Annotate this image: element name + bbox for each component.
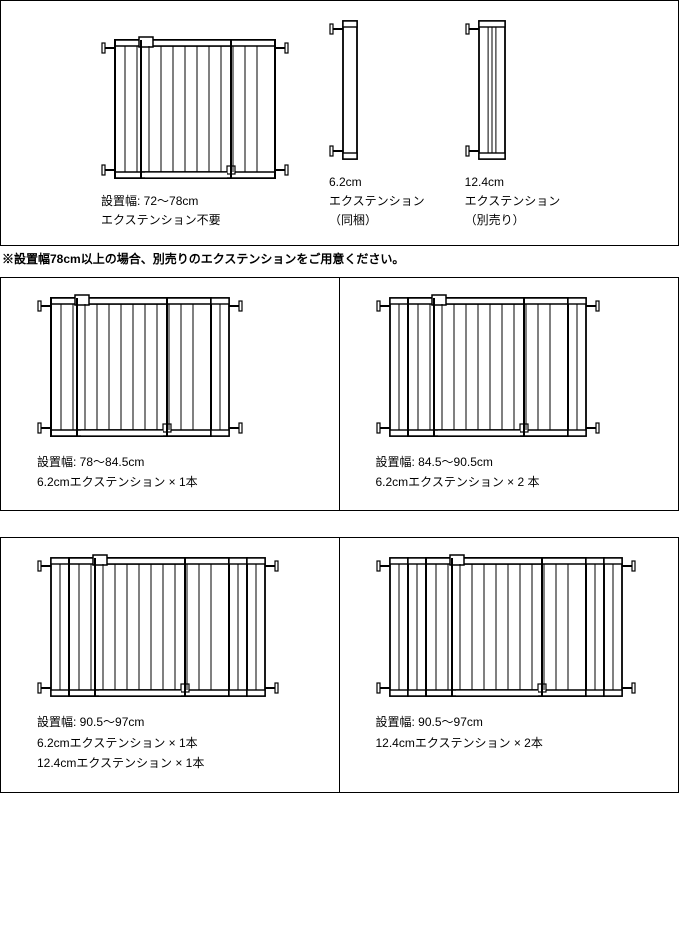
cell-ext-line1: 12.4cmエクステンション × 2本: [376, 733, 659, 753]
cell-ext-line2: 12.4cmエクステンション × 1本: [37, 753, 319, 773]
ext-12-4-name: エクステンション: [465, 192, 561, 211]
cell-ext-line1: 6.2cmエクステンション × 1本: [37, 472, 319, 492]
row-2: 設置幅: 90.5〜97cm 6.2cmエクステンション × 1本 12.4cm…: [0, 537, 679, 792]
base-gate-item: 設置幅: 72〜78cm エクステンション不要: [101, 34, 289, 230]
ext-12-4-size: 12.4cm: [465, 173, 561, 192]
cell-width-label: 設置幅: 84.5〜90.5cm: [376, 452, 659, 472]
cell-width-label: 設置幅: 90.5〜97cm: [37, 712, 319, 732]
ext-6-2-name: エクステンション: [329, 192, 425, 211]
row-1: 設置幅: 78〜84.5cm 6.2cmエクステンション × 1本 設置幅: 8…: [0, 277, 679, 512]
top-panel: 設置幅: 72〜78cm エクステンション不要 6.2cm エクステンション （…: [0, 0, 679, 246]
ext-6-2-item: 6.2cm エクステンション （同梱）: [329, 15, 425, 231]
cell-ext-line1: 6.2cmエクステンション × 2 本: [376, 472, 659, 492]
cell-84-5-90-5: 設置幅: 84.5〜90.5cm 6.2cmエクステンション × 2 本: [340, 278, 679, 511]
base-gate-width: 設置幅: 72〜78cm: [101, 192, 221, 211]
ext-12-4-note: （別売り）: [465, 211, 561, 230]
cell-90-5-97-b: 設置幅: 90.5〜97cm 12.4cmエクステンション × 2本: [340, 538, 679, 791]
cell-90-5-97-a: 設置幅: 90.5〜97cm 6.2cmエクステンション × 1本 12.4cm…: [1, 538, 340, 791]
ext-6-2-size: 6.2cm: [329, 173, 425, 192]
ext-6-2-note: （同梱）: [329, 211, 425, 230]
cell-width-label: 設置幅: 90.5〜97cm: [376, 712, 659, 732]
base-gate-ext: エクステンション不要: [101, 211, 221, 230]
cell-width-label: 設置幅: 78〜84.5cm: [37, 452, 319, 472]
cell-78-84-5: 設置幅: 78〜84.5cm 6.2cmエクステンション × 1本: [1, 278, 340, 511]
ext-12-4-item: 12.4cm エクステンション （別売り）: [465, 15, 561, 231]
width-note: ※設置幅78cm以上の場合、別売りのエクステンションをご用意ください。: [2, 250, 679, 267]
cell-ext-line1: 6.2cmエクステンション × 1本: [37, 733, 319, 753]
